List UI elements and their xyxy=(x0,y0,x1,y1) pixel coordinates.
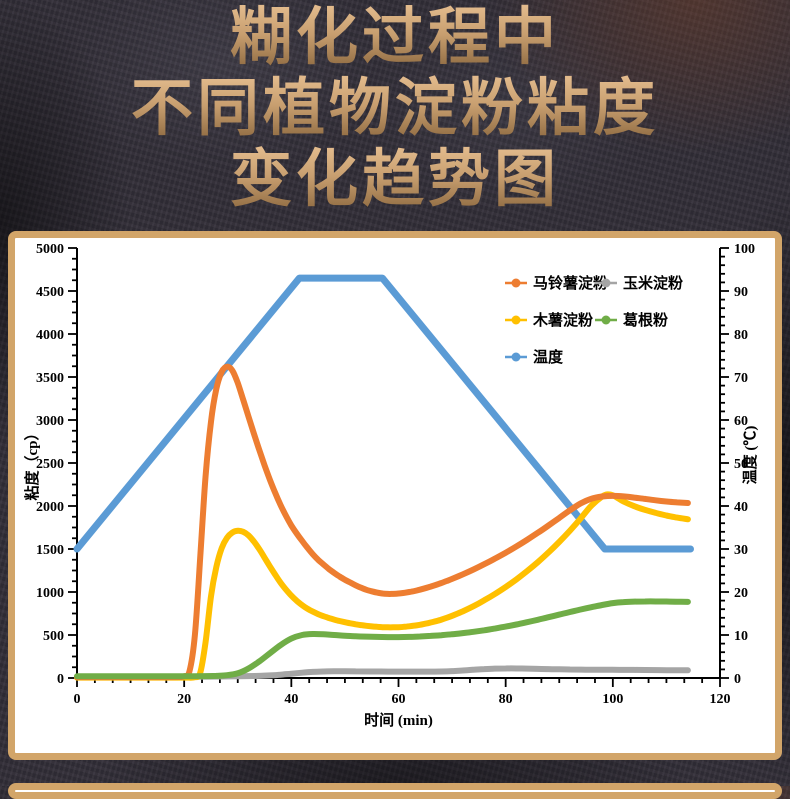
x-tick-label: 20 xyxy=(177,692,191,707)
y-right-tick-label: 80 xyxy=(734,328,748,343)
legend-label-potato-starch: 马铃薯淀粉 xyxy=(533,274,608,292)
y-left-tick-label: 3000 xyxy=(36,414,64,429)
y-axis-left-title: 粘度（cp） xyxy=(23,425,41,500)
y-left-tick-label: 4500 xyxy=(36,285,64,300)
legend-marker-temperature xyxy=(511,352,521,362)
x-tick-label: 120 xyxy=(710,692,731,707)
gelatinization-chart: 0500100015002000250030003500400045005000… xyxy=(23,242,759,729)
x-tick-label: 100 xyxy=(602,692,623,707)
series-line-cassava-starch xyxy=(74,491,691,681)
legend-marker-corn-starch xyxy=(601,278,611,288)
y-right-tick-label: 70 xyxy=(734,371,748,386)
legend-marker-potato-starch xyxy=(511,278,521,288)
title-line-2: 不同植物淀粉粘度 xyxy=(0,73,790,144)
y-right-tick-label: 30 xyxy=(734,543,748,558)
series-line-corn-starch xyxy=(74,665,691,680)
y-left-tick-label: 2000 xyxy=(36,500,64,515)
x-tick-label: 0 xyxy=(74,692,81,707)
y-left-tick-label: 5000 xyxy=(36,242,64,257)
legend-label-corn-starch: 玉米淀粉 xyxy=(623,274,683,292)
x-tick-label: 60 xyxy=(392,692,406,707)
next-panel-edge xyxy=(8,783,782,799)
y-right-tick-label: 10 xyxy=(734,629,748,644)
series-line-temperature xyxy=(73,274,694,553)
y-left-tick-label: 4000 xyxy=(36,328,64,343)
legend-marker-cassava-starch xyxy=(511,315,521,325)
page-title: 糊化过程中 不同植物淀粉粘度 变化趋势图 xyxy=(0,0,790,215)
series-line-kudzu-powder xyxy=(74,598,691,680)
legend-label-kudzu-powder: 葛根粉 xyxy=(622,311,668,329)
y-right-tick-label: 20 xyxy=(734,586,748,601)
y-right-tick-label: 0 xyxy=(734,672,741,687)
y-right-tick-label: 60 xyxy=(734,414,748,429)
y-right-tick-label: 100 xyxy=(734,242,755,257)
x-tick-label: 80 xyxy=(499,692,513,707)
legend-label-cassava-starch: 木薯淀粉 xyxy=(532,311,593,329)
y-left-tick-label: 1500 xyxy=(36,543,64,558)
y-left-tick-label: 500 xyxy=(43,629,64,644)
chart-panel: 0 500 1000 1500 2000 2500 3000 3500 4000 4500 5000… xyxy=(8,231,782,760)
title-line-1: 糊化过程中 xyxy=(0,2,790,73)
y-right-tick-label: 50 xyxy=(734,457,748,472)
legend-label-temperature: 温度 xyxy=(533,348,564,366)
y-right-tick-label: 90 xyxy=(734,285,748,300)
title-line-3: 变化趋势图 xyxy=(0,144,790,215)
x-tick-label: 40 xyxy=(284,692,298,707)
y-left-tick-label: 1000 xyxy=(36,586,64,601)
x-axis-title: 时间 (min) xyxy=(364,711,433,729)
y-axis-right-title: 温度 (℃) xyxy=(741,426,759,485)
y-right-tick-label: 40 xyxy=(734,500,748,515)
series-line-potato-starch xyxy=(74,363,691,681)
y-left-tick-label: 3500 xyxy=(36,371,64,386)
legend-marker-kudzu-powder xyxy=(601,315,611,325)
y-left-tick-label: 0 xyxy=(57,672,64,687)
y-left-tick-label: 2500 xyxy=(36,457,64,472)
